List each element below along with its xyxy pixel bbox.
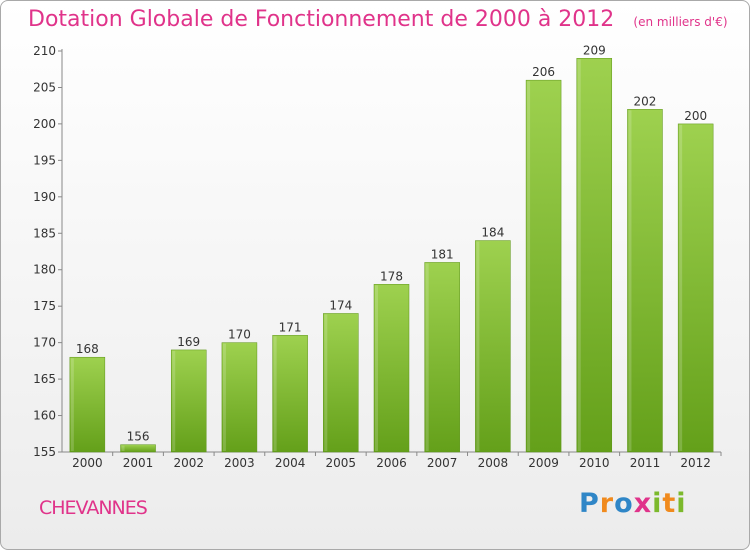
x-tick-label: 2004 xyxy=(275,456,306,470)
bar xyxy=(677,123,714,453)
bar-value-label: 170 xyxy=(228,328,251,342)
bar xyxy=(120,444,156,453)
bar-highlight xyxy=(273,336,277,451)
bar xyxy=(170,349,207,453)
x-tick-label: 2008 xyxy=(478,456,509,470)
bar-highlight xyxy=(375,285,378,451)
y-tick-label: 155 xyxy=(33,445,56,459)
bar-highlight xyxy=(628,110,632,451)
x-tick-label: 2002 xyxy=(173,456,204,470)
data-labels: 168 156 169 170 171 174 178 181 184 206 209 202 200 xyxy=(76,43,707,443)
y-tick-label: 165 xyxy=(33,372,56,386)
bar xyxy=(627,109,663,453)
y-tick-label: 170 xyxy=(33,336,56,350)
bar-value-label: 184 xyxy=(481,226,504,240)
x-tick-label: 2005 xyxy=(326,456,357,470)
bar-highlight xyxy=(577,59,581,452)
bar-value-label: 178 xyxy=(380,269,403,283)
x-tick-label: 2012 xyxy=(680,456,711,470)
bar xyxy=(373,284,410,453)
x-tick-label: 2010 xyxy=(579,456,610,470)
bar-value-label: 206 xyxy=(532,65,555,79)
bar-value-label: 202 xyxy=(634,94,657,108)
y-tick-label: 160 xyxy=(33,409,56,423)
bar-value-label: 200 xyxy=(684,109,707,123)
y-tick-label: 185 xyxy=(33,226,56,240)
bar xyxy=(69,356,106,453)
y-axis: 155 160 165 170 175 180 185 190 195 200 205 210 xyxy=(33,44,63,459)
bar xyxy=(424,262,460,453)
bar xyxy=(272,335,308,453)
bar-value-label: 169 xyxy=(177,335,200,349)
x-tick-label: 2001 xyxy=(123,456,154,470)
bar-value-label: 156 xyxy=(127,430,150,444)
bar-highlight xyxy=(222,343,226,451)
y-tick-label: 195 xyxy=(33,153,56,167)
x-tick-label: 2003 xyxy=(224,456,255,470)
chart-title-block: Dotation Globale de Fonctionnement de 20… xyxy=(28,7,728,32)
bar-value-label: 171 xyxy=(279,320,302,334)
chart-title: Dotation Globale de Fonctionnement de 20… xyxy=(28,7,615,32)
bar-highlight xyxy=(70,358,74,451)
x-axis: 2000 2001 2002 2003 2004 2005 2006 2007 2008 2009… xyxy=(62,451,722,470)
bar-value-label: 181 xyxy=(431,247,454,261)
y-tick-label: 200 xyxy=(33,117,56,131)
bar xyxy=(221,342,258,453)
x-tick-label: 2000 xyxy=(72,456,103,470)
proxiti-logo[interactable]: Proxiti xyxy=(579,488,687,519)
bar-highlight xyxy=(172,350,176,451)
bar-highlight xyxy=(476,241,480,451)
bar-value-label: 209 xyxy=(583,43,606,57)
chart-subtitle: (en milliers d'€) xyxy=(633,15,728,29)
y-tick-label: 210 xyxy=(33,44,56,58)
x-tick-label: 2006 xyxy=(376,456,407,470)
x-tick-label: 2011 xyxy=(630,456,661,470)
bar-highlight xyxy=(324,314,328,451)
bar-value-label: 168 xyxy=(76,342,99,356)
commune-name: CHEVANNES xyxy=(39,497,148,519)
y-tick-label: 190 xyxy=(33,190,56,204)
x-tick-label: 2009 xyxy=(528,456,559,470)
bar-highlight xyxy=(425,263,429,451)
bar-highlight xyxy=(121,445,125,451)
bar-highlight xyxy=(679,124,683,451)
bar xyxy=(525,79,562,453)
bar-highlight xyxy=(527,81,531,451)
bars xyxy=(69,58,714,453)
bar xyxy=(475,240,511,453)
y-tick-label: 175 xyxy=(33,299,56,313)
bar xyxy=(576,58,613,453)
x-tick-label: 2007 xyxy=(427,456,458,470)
bar-value-label: 174 xyxy=(329,298,352,312)
y-tick-label: 180 xyxy=(33,263,56,277)
bar xyxy=(323,313,359,453)
y-tick-label: 205 xyxy=(33,80,56,94)
